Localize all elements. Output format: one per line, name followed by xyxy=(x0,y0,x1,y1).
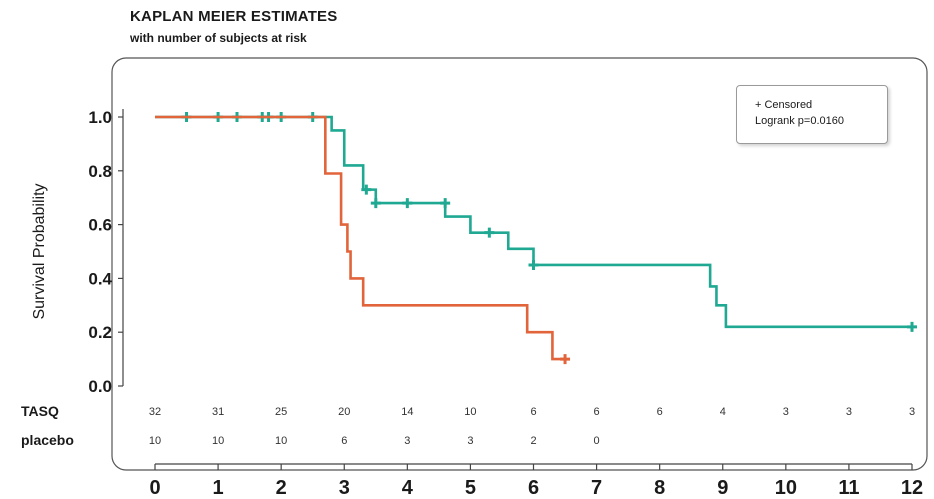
x-tick-label: 7 xyxy=(591,477,602,499)
x-tick-label: 4 xyxy=(402,477,414,499)
risk-count: 3 xyxy=(846,406,852,418)
plot-frame xyxy=(111,57,928,471)
censor-mark-TASQ xyxy=(361,184,372,195)
risk-count: 10 xyxy=(275,435,287,447)
censor-mark-TASQ xyxy=(370,198,381,209)
risk-count: 10 xyxy=(464,406,476,418)
x-tick-label: 5 xyxy=(465,477,476,499)
x-tick-label: 0 xyxy=(149,477,160,499)
censor-mark-TASQ xyxy=(402,198,413,209)
censor-mark-TASQ xyxy=(528,259,539,270)
x-tick-label: 11 xyxy=(838,477,859,499)
censor-mark-TASQ xyxy=(484,227,495,238)
risk-row-label: placebo xyxy=(21,432,74,448)
y-tick-label: 0.8 xyxy=(88,162,112,181)
x-tick-label: 2 xyxy=(276,477,287,499)
legend-censored: + Censored xyxy=(755,99,813,111)
risk-count: 6 xyxy=(341,435,347,447)
risk-count: 4 xyxy=(720,406,726,418)
chart-title: KAPLAN MEIER ESTIMATES xyxy=(130,8,338,25)
risk-count: 3 xyxy=(467,435,473,447)
risk-count: 2 xyxy=(530,435,536,447)
censor-mark-TASQ xyxy=(907,321,917,332)
y-tick-label: 0.0 xyxy=(88,377,112,396)
x-tick-label: 6 xyxy=(528,477,539,499)
risk-count: 31 xyxy=(212,406,224,418)
risk-count: 14 xyxy=(401,406,413,418)
chart-subtitle: with number of subjects at risk xyxy=(130,31,307,45)
y-axis: 0.0 0.2 0.4 0.6 0.8 1.0 xyxy=(88,108,124,396)
legend-logrank: Logrank p=0.0160 xyxy=(755,115,844,127)
y-axis-label: Survival Probability xyxy=(31,183,48,319)
censor-mark-TASQ xyxy=(440,198,451,209)
risk-count: 3 xyxy=(909,406,915,418)
y-tick-label: 0.6 xyxy=(88,216,112,235)
x-tick-label: 10 xyxy=(775,477,797,499)
y-tick-label: 1.0 xyxy=(88,108,112,127)
x-tick-label: 12 xyxy=(901,477,923,499)
x-tick-label: 1 xyxy=(213,477,224,499)
risk-count: 6 xyxy=(530,406,536,418)
censor-mark-placebo xyxy=(560,354,571,365)
risk-count: 32 xyxy=(149,406,161,418)
risk-count: 25 xyxy=(275,406,287,418)
curve-TASQ xyxy=(155,115,912,329)
risk-count: 20 xyxy=(338,406,350,418)
survival-curves xyxy=(155,112,917,365)
risk-count: 3 xyxy=(783,406,789,418)
risk-count: 3 xyxy=(404,435,410,447)
risk-count: 0 xyxy=(594,435,600,447)
x-axis: 0 1 2 3 4 5 6 7 8 9 10 11 12 xyxy=(149,463,923,499)
x-tick-label: 8 xyxy=(654,477,665,499)
risk-count: 10 xyxy=(212,435,224,447)
risk-row-label: TASQ xyxy=(21,403,59,419)
curve-placebo xyxy=(155,115,566,361)
y-tick-label: 0.2 xyxy=(88,323,112,342)
legend: + Censored Logrank p=0.0160 xyxy=(736,85,888,144)
risk-count: 10 xyxy=(149,435,161,447)
risk-count: 6 xyxy=(657,406,663,418)
risk-count: 6 xyxy=(594,406,600,418)
x-tick-label: 9 xyxy=(717,477,728,499)
y-tick-label: 0.4 xyxy=(88,269,112,288)
x-tick-label: 3 xyxy=(339,477,350,499)
